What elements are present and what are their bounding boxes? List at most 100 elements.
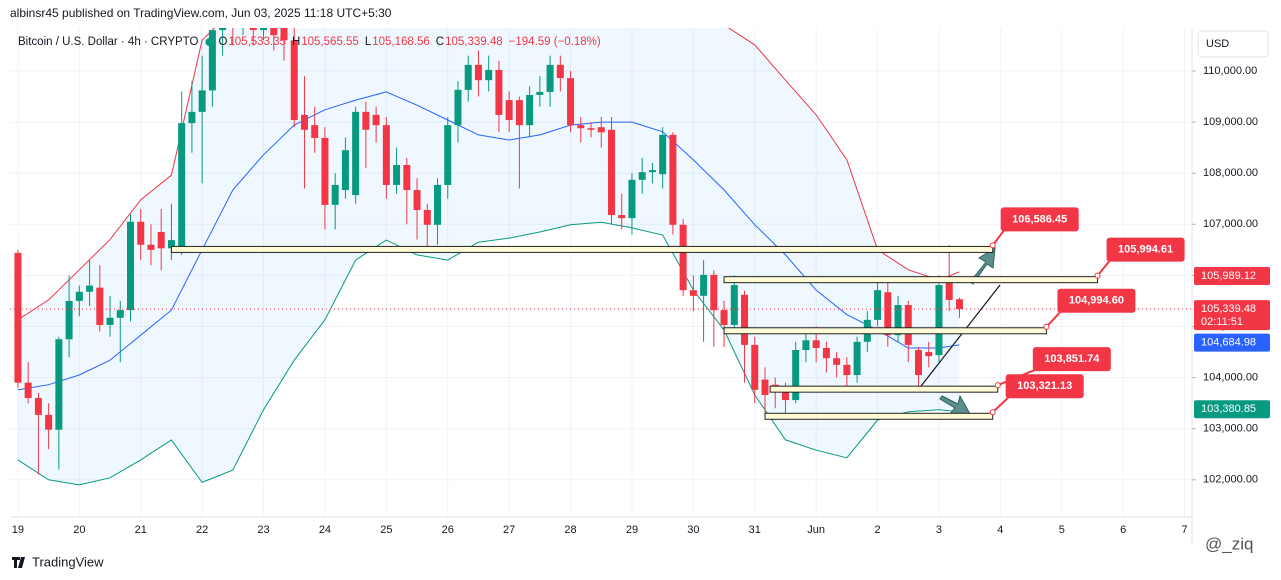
candle-body (577, 125, 585, 129)
candle-body (423, 209, 431, 225)
x-tick-label: Jun (807, 524, 825, 536)
legend-value: 105,565.55 (301, 36, 359, 48)
candle-body (761, 379, 769, 395)
zone (723, 276, 1099, 284)
x-tick-label: 23 (257, 524, 269, 536)
x-tick-label: 26 (442, 524, 454, 536)
price-tag-label: 103,380.85 (1201, 403, 1256, 415)
x-tick-label: 21 (135, 524, 147, 536)
candle-body (536, 91, 544, 95)
x-tick-label: 28 (564, 524, 576, 536)
candle-body (75, 291, 83, 301)
y-tick-label: 102,000.00 (1203, 474, 1258, 486)
legend-key: L (365, 36, 372, 48)
label-leader (991, 228, 1006, 247)
candle-body (65, 300, 73, 340)
candle-body (311, 125, 319, 138)
candle-body (86, 285, 94, 292)
candle-body (751, 344, 759, 390)
candle-body (474, 64, 482, 81)
x-tick-label: 25 (380, 524, 392, 536)
candle-body (945, 283, 953, 300)
anchor-dot (989, 242, 996, 249)
candle-body (833, 358, 841, 365)
candle-body (208, 30, 216, 91)
zone (769, 385, 999, 393)
candle-body (648, 170, 656, 173)
candle-body (382, 125, 390, 185)
label-text: 106,586.45 (1012, 213, 1067, 225)
candle-body (567, 78, 575, 126)
zone (170, 245, 994, 253)
label-text: 103,851.74 (1044, 353, 1100, 365)
legend-key: C (436, 36, 444, 48)
price-tag (1194, 300, 1270, 331)
price-tag (1194, 400, 1270, 419)
candle-body (628, 179, 636, 219)
candle-body (935, 285, 943, 356)
label-leader (992, 395, 1011, 414)
anchor-dot (994, 382, 1001, 389)
price-tag (1194, 266, 1270, 285)
x-tick-label: 27 (503, 524, 515, 536)
candle-body (904, 305, 912, 345)
legend-value: 105,533.35 (228, 36, 286, 48)
candle-body (403, 165, 411, 191)
candle-body (352, 111, 360, 196)
currency-box[interactable] (1197, 30, 1269, 58)
candle-body (843, 364, 851, 376)
candle-body (495, 69, 503, 115)
candle-body (659, 134, 667, 175)
candle-body (157, 231, 165, 249)
candle-body (147, 244, 155, 250)
x-tick-label: 20 (73, 524, 85, 536)
candle-body (802, 340, 810, 350)
candle-body (290, 40, 298, 121)
candle-body (792, 349, 800, 401)
zone (723, 327, 1047, 335)
candle-body (106, 317, 114, 325)
label-text: 103,321.13 (1017, 380, 1072, 392)
candle-body (362, 111, 370, 130)
candle-body (710, 274, 718, 311)
candle-body (515, 100, 523, 126)
x-tick-label: 6 (1120, 524, 1126, 536)
candle-body (96, 287, 104, 325)
x-tick-label: 19 (12, 524, 24, 536)
legend-value: 105,168.56 (372, 36, 430, 48)
candle-body (45, 414, 53, 430)
candle-body (341, 150, 349, 191)
plot-area (10, 28, 1192, 486)
x-tick-label: 30 (687, 524, 699, 536)
x-tick-label: 31 (749, 524, 761, 536)
candle-body (219, 28, 227, 31)
annotations: 106,586.45 105,994.61 104,994.60 103,851.74… (170, 207, 1185, 420)
candle-body (434, 184, 442, 225)
anchor-dot (1043, 323, 1050, 330)
x-tick-label: 5 (1059, 524, 1065, 536)
y-tick-label: 109,000.00 (1203, 116, 1258, 128)
band-middle (17, 91, 960, 391)
brand: TradingView (32, 554, 104, 569)
x-tick-label: 24 (319, 524, 331, 536)
candle-body (167, 240, 175, 249)
candle-body (34, 398, 42, 415)
watermark: @_ziq (1205, 534, 1253, 553)
candle-body (321, 137, 329, 205)
anchor-dot (1094, 272, 1101, 279)
zone (764, 412, 994, 420)
candle-body (198, 90, 206, 112)
currency: USD (1206, 38, 1229, 50)
candle-body (300, 114, 308, 130)
candle-body (884, 292, 892, 336)
candle-body (669, 134, 677, 225)
trend-line (917, 284, 1001, 391)
candle-body (822, 347, 830, 359)
price-tag (1194, 333, 1270, 352)
candle-body (280, 28, 288, 41)
candle-body (689, 290, 697, 296)
price-tag-label: 104,684.98 (1201, 336, 1256, 348)
candle-body (638, 172, 646, 180)
